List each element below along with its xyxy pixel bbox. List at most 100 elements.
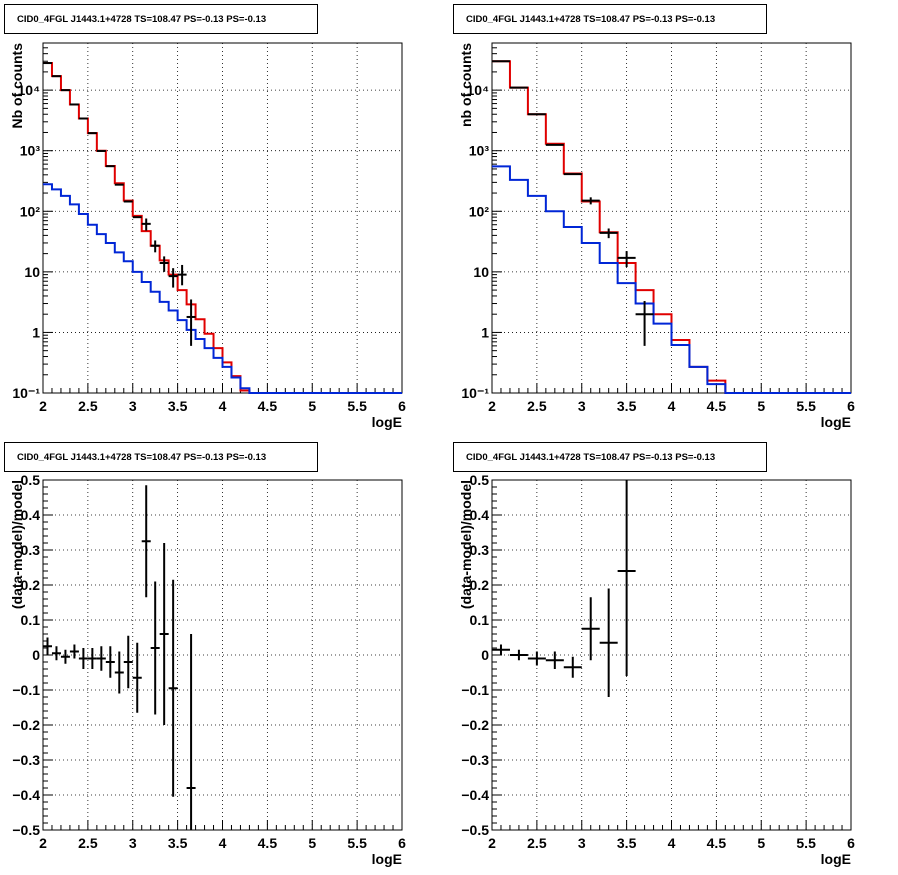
y-tick-label: 0 — [32, 647, 40, 663]
data-point — [545, 651, 564, 669]
y-tick-label: 0.2 — [470, 577, 490, 593]
y-tick-label: 10⁻¹ — [12, 385, 40, 401]
y-tick-label: 0.1 — [21, 612, 41, 628]
x-tick-label: 3 — [578, 398, 586, 414]
x-tick-label: 2 — [488, 835, 496, 851]
axis-ticks — [42, 42, 403, 394]
x-tick-label: 4.5 — [707, 398, 727, 414]
data-point — [168, 268, 178, 288]
component-histogram — [43, 183, 402, 394]
x-tick-label: 3 — [578, 835, 586, 851]
data-point — [617, 251, 636, 268]
y-tick-label: 0.3 — [470, 542, 490, 558]
x-tick-label: 3.5 — [617, 398, 637, 414]
x-tick-label: 5 — [308, 398, 316, 414]
y-tick-label: 1 — [481, 324, 489, 340]
y-tick-label: 1 — [32, 324, 40, 340]
y-tick-label: 10⁴ — [18, 82, 41, 98]
data-point — [42, 637, 52, 655]
data-point — [159, 543, 169, 725]
x-tick-label: 2 — [39, 398, 47, 414]
x-tick-label: 4.5 — [258, 835, 278, 851]
data-point — [105, 646, 115, 678]
axis-ticks — [42, 479, 403, 831]
data-point — [635, 301, 654, 346]
y-axis-title: nb of counts — [458, 43, 474, 127]
axis-ticks — [491, 42, 852, 394]
data-points — [42, 62, 196, 346]
x-tick-label: 5.5 — [347, 398, 367, 414]
x-tick-label: 4 — [668, 398, 676, 414]
x-axis-title: logE — [821, 851, 851, 867]
y-tick-label: 0.4 — [21, 507, 41, 523]
data-point — [581, 197, 600, 205]
y-axis-title: (data-model)/model — [9, 480, 25, 609]
counts-chart-right: 2 2.5 3 3.5 4 4.5 5 5.5 6 10⁻¹ 1 10 10² 10³ 10⁴ logE nb … — [458, 42, 855, 430]
x-tick-label: 2.5 — [527, 398, 547, 414]
x-tick-label: 2.5 — [78, 835, 98, 851]
data-point — [114, 651, 124, 694]
data-point — [78, 648, 88, 669]
x-tick-label: 3 — [129, 398, 137, 414]
y-tick-label: 0.4 — [470, 507, 490, 523]
y-tick-label: 10⁴ — [467, 82, 490, 98]
data-point — [509, 649, 528, 661]
y-tick-label: 0.2 — [21, 577, 41, 593]
data-point — [491, 644, 510, 655]
data-point — [132, 642, 142, 713]
data-point — [69, 644, 79, 659]
panel-residuals-right: CID0_4FGL J1443.1+4728 TS=108.47 PS=-0.1… — [449, 437, 898, 874]
x-tick-label: 2.5 — [78, 398, 98, 414]
grid — [42, 43, 403, 394]
data-point — [168, 579, 178, 797]
data-point — [123, 635, 133, 689]
x-axis-title: logE — [372, 851, 402, 867]
x-tick-label: 4 — [668, 835, 676, 851]
x-tick-label: 3.5 — [168, 398, 188, 414]
counts-chart-left: 2 2.5 3 3.5 4 4.5 5 5.5 6 10⁻¹ 1 10 10² 10³ 10⁴ logE Nb … — [9, 42, 406, 430]
x-tick-label: 5.5 — [796, 835, 816, 851]
data-point — [527, 651, 546, 666]
residuals-chart-left: 2 2.5 3 3.5 4 4.5 5 5.5 6 −0.5 −0.4 −0.3 −0.2 −0.1 0 0.… — [9, 472, 406, 867]
panel-title: CID0_4FGL J1443.1+4728 TS=108.47 PS=-0.1… — [4, 442, 318, 472]
y-tick-label: 10 — [473, 264, 489, 280]
data-point — [177, 264, 187, 286]
panel-title: CID0_4FGL J1443.1+4728 TS=108.47 PS=-0.1… — [4, 4, 318, 34]
data-point — [150, 240, 160, 253]
data-points — [491, 60, 654, 346]
y-axis-title: Nb of counts — [9, 43, 25, 129]
residuals-chart-right: 2 2.5 3 3.5 4 4.5 5 5.5 6 −0.5 −0.4 −0.3 −0.2 −0.1 0 0.… — [458, 472, 855, 867]
data-point — [563, 656, 582, 678]
y-tick-label: 0.1 — [470, 612, 490, 628]
x-tick-label: 5.5 — [347, 835, 367, 851]
data-points — [42, 485, 196, 830]
panel-title: CID0_4FGL J1443.1+4728 TS=108.47 PS=-0.1… — [453, 4, 767, 34]
data-points — [491, 480, 636, 697]
data-point — [150, 581, 160, 715]
y-tick-label: 10⁻¹ — [461, 385, 489, 401]
grid — [42, 479, 403, 831]
data-point — [186, 299, 196, 346]
data-point — [51, 646, 61, 661]
x-tick-label: 4 — [219, 835, 227, 851]
axis-ticks — [491, 479, 852, 831]
data-point — [581, 597, 600, 661]
x-tick-label: 5 — [757, 835, 765, 851]
y-tick-label: −0.4 — [461, 787, 489, 803]
y-tick-label: −0.4 — [12, 787, 40, 803]
x-tick-label: 2 — [488, 398, 496, 414]
y-tick-label: −0.3 — [12, 752, 40, 768]
panel-residuals-left: CID0_4FGL J1443.1+4728 TS=108.47 PS=-0.1… — [0, 437, 449, 874]
data-point — [599, 228, 618, 239]
y-tick-label: 10³ — [469, 143, 490, 159]
x-tick-label: 4 — [219, 398, 227, 414]
y-tick-label: 10³ — [20, 143, 41, 159]
data-point — [96, 646, 106, 671]
y-tick-label: −0.2 — [12, 717, 40, 733]
data-point — [141, 485, 151, 598]
x-axis-title: logE — [372, 414, 402, 430]
x-tick-label: 4.5 — [707, 835, 727, 851]
grid — [491, 479, 852, 831]
x-tick-label: 4.5 — [258, 398, 278, 414]
y-tick-label: −0.5 — [12, 822, 40, 838]
